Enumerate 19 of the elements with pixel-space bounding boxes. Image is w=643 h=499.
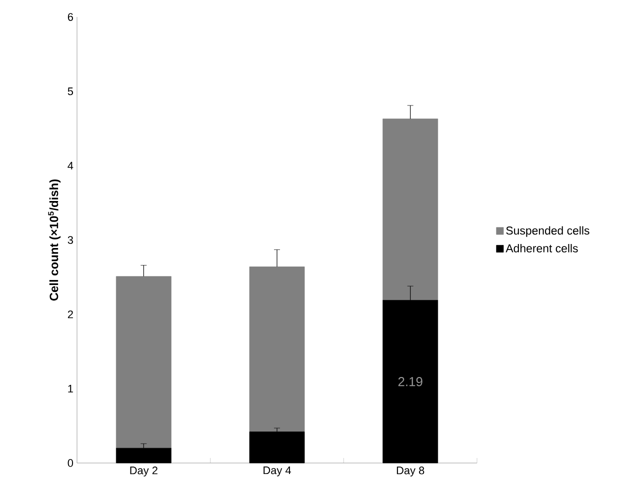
x-tick-label: Day 4 <box>264 466 291 476</box>
bar <box>249 432 305 464</box>
x-tick-label: Day 8 <box>396 466 424 476</box>
bar <box>116 448 172 464</box>
y-tick-label: 0 <box>68 459 74 467</box>
y-tick-label: 3 <box>68 236 73 244</box>
y-tick-label: 4 <box>68 162 74 170</box>
y-tick-label: 5 <box>68 88 74 96</box>
bar <box>382 118 438 300</box>
bar <box>116 276 172 448</box>
x-tick-label: Day 2 <box>130 466 158 476</box>
legend-label: Adherent cells <box>506 244 578 252</box>
y-tick-label: 1 <box>68 384 73 392</box>
legend-label: Suspended cells <box>506 226 590 237</box>
data-label: 2.19 <box>398 377 422 386</box>
bar <box>249 266 305 432</box>
y-tick-label: 6 <box>68 13 73 21</box>
y-axis-title: Cell count (×10$^{5}$/dish) <box>48 179 61 301</box>
y-tick-label: 2 <box>68 310 73 318</box>
